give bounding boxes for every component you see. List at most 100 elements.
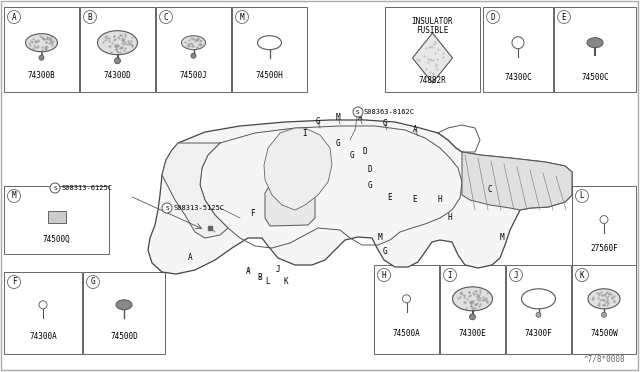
Bar: [374, 265, 439, 354]
Circle shape: [403, 295, 410, 303]
Text: 74500H: 74500H: [255, 71, 284, 80]
Bar: [572, 186, 636, 266]
Circle shape: [536, 312, 541, 317]
Text: S: S: [356, 109, 360, 115]
Circle shape: [557, 10, 570, 23]
Text: 74300F: 74300F: [525, 329, 552, 338]
Text: 74500J: 74500J: [180, 71, 207, 80]
Text: C: C: [164, 13, 168, 22]
Text: 74500D: 74500D: [110, 332, 138, 341]
Text: G: G: [368, 180, 372, 189]
Circle shape: [470, 314, 476, 320]
Text: E: E: [388, 193, 392, 202]
Text: M: M: [500, 234, 504, 243]
Circle shape: [378, 269, 390, 282]
Circle shape: [83, 10, 97, 23]
Text: D: D: [491, 13, 495, 22]
Circle shape: [8, 189, 20, 202]
Circle shape: [39, 301, 47, 309]
Text: G: G: [336, 138, 340, 148]
Text: 74500A: 74500A: [392, 329, 420, 338]
Text: 74300C: 74300C: [504, 73, 532, 82]
Text: S: S: [165, 205, 169, 211]
Bar: [385, 7, 480, 92]
Text: 27560F: 27560F: [590, 244, 618, 253]
Text: INSULATOR: INSULATOR: [412, 17, 453, 26]
Text: D: D: [368, 166, 372, 174]
Circle shape: [8, 10, 20, 23]
Text: D: D: [363, 148, 367, 157]
Text: FUSIBLE: FUSIBLE: [416, 26, 449, 35]
Polygon shape: [148, 120, 572, 274]
Text: 74500Q: 74500Q: [43, 235, 70, 244]
Text: 74882R: 74882R: [419, 76, 446, 85]
Circle shape: [159, 10, 173, 23]
Bar: [4, 272, 82, 354]
Circle shape: [444, 269, 456, 282]
Text: L: L: [266, 278, 270, 286]
Text: ^7/8*0008: ^7/8*0008: [584, 355, 625, 364]
Text: M: M: [336, 113, 340, 122]
Polygon shape: [264, 128, 332, 210]
Text: K: K: [580, 270, 584, 279]
Ellipse shape: [452, 287, 493, 311]
Text: 74300B: 74300B: [28, 71, 56, 80]
Text: G: G: [349, 151, 355, 160]
Ellipse shape: [26, 34, 58, 52]
Circle shape: [50, 183, 60, 193]
Circle shape: [602, 312, 607, 317]
Text: F: F: [250, 208, 254, 218]
Bar: [4, 7, 79, 92]
Ellipse shape: [257, 36, 282, 50]
Bar: [156, 7, 231, 92]
Circle shape: [575, 269, 589, 282]
Text: A: A: [12, 13, 16, 22]
Text: B: B: [88, 13, 92, 22]
Text: G: G: [91, 278, 95, 286]
Bar: [440, 265, 505, 354]
Text: M: M: [12, 192, 16, 201]
Bar: [47, 211, 65, 222]
Bar: [83, 272, 165, 354]
Ellipse shape: [116, 300, 132, 310]
Text: H: H: [438, 196, 442, 205]
Polygon shape: [265, 183, 315, 226]
Bar: [572, 265, 636, 354]
Circle shape: [191, 53, 196, 58]
Text: 74300E: 74300E: [459, 329, 486, 338]
Ellipse shape: [522, 289, 556, 309]
Text: M: M: [378, 234, 382, 243]
Text: S08313-6125C: S08313-6125C: [61, 185, 112, 191]
Ellipse shape: [588, 289, 620, 309]
Circle shape: [353, 107, 363, 117]
Text: E: E: [413, 196, 417, 205]
Text: H: H: [448, 214, 452, 222]
Text: S: S: [53, 186, 57, 190]
Text: A: A: [358, 113, 362, 122]
Polygon shape: [462, 152, 572, 210]
Text: J: J: [514, 270, 518, 279]
Text: A: A: [246, 267, 250, 276]
Text: L: L: [580, 192, 584, 201]
Bar: [80, 7, 155, 92]
Text: G: G: [383, 119, 387, 128]
Bar: [506, 265, 571, 354]
Circle shape: [115, 58, 120, 64]
Text: G: G: [316, 118, 320, 126]
Circle shape: [162, 203, 172, 213]
Ellipse shape: [97, 31, 138, 55]
Text: I: I: [303, 129, 307, 138]
Text: S08363-8162C: S08363-8162C: [364, 109, 415, 115]
Text: I: I: [448, 270, 452, 279]
Circle shape: [512, 37, 524, 49]
Bar: [4, 186, 109, 254]
Text: 74300D: 74300D: [104, 71, 131, 80]
Text: C: C: [488, 186, 492, 195]
Text: 74500W: 74500W: [590, 329, 618, 338]
Circle shape: [39, 55, 44, 60]
Circle shape: [8, 276, 20, 289]
Polygon shape: [162, 143, 228, 238]
Polygon shape: [413, 33, 452, 83]
Text: 74500C: 74500C: [581, 73, 609, 82]
Text: G: G: [383, 247, 387, 257]
